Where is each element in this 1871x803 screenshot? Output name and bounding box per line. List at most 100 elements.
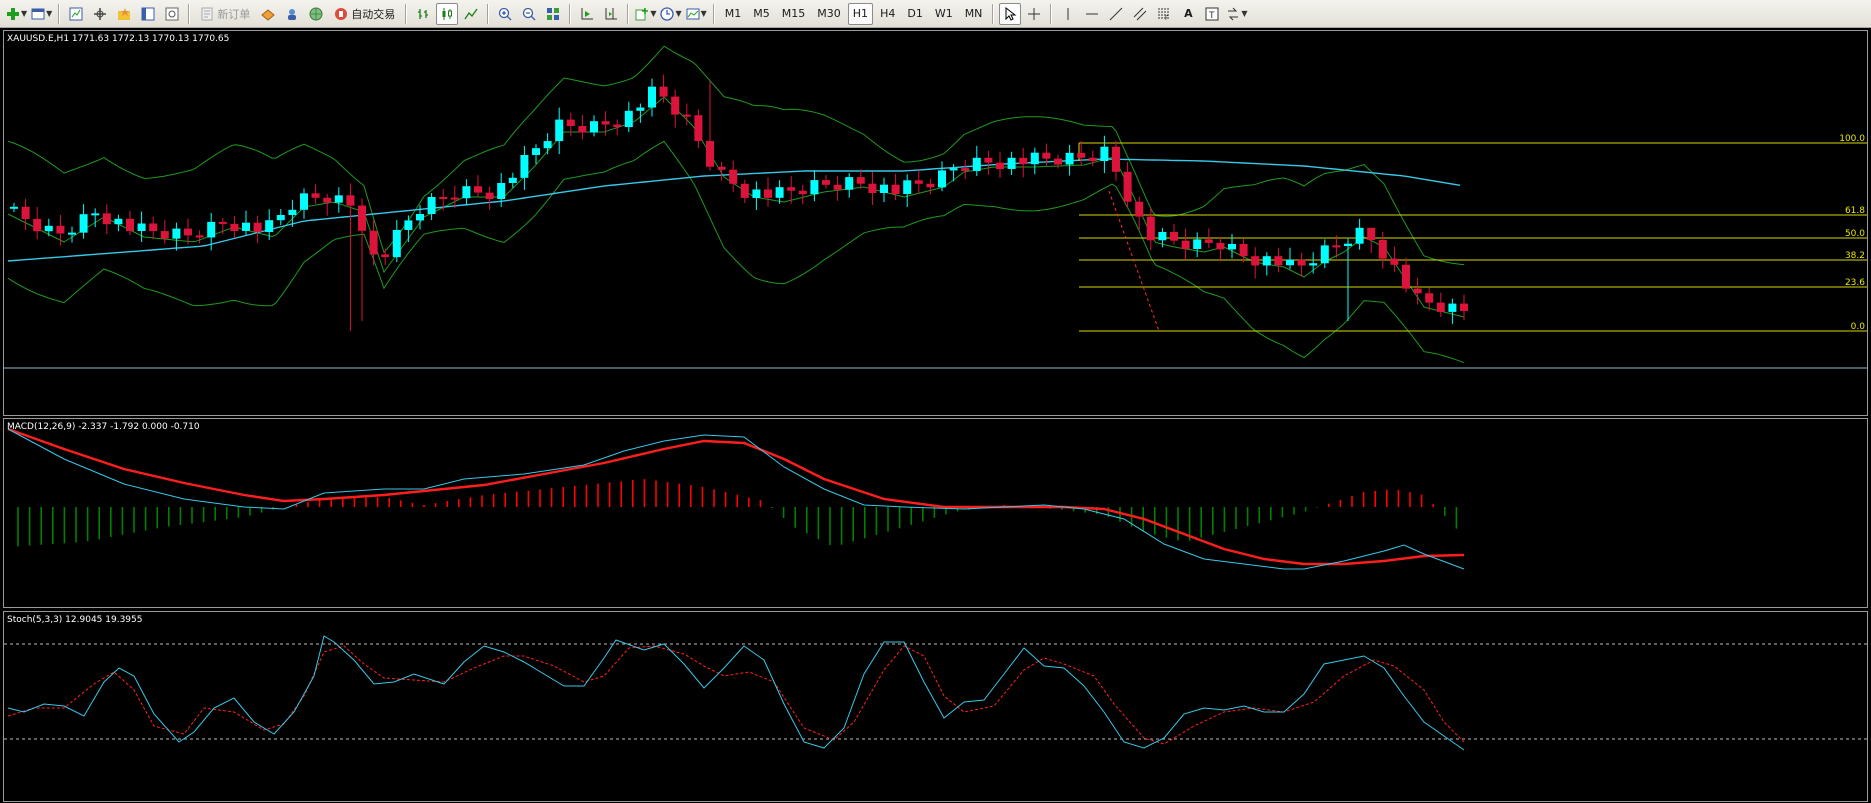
candle-body bbox=[126, 218, 134, 231]
candle-body bbox=[764, 189, 772, 198]
candle-body bbox=[984, 157, 993, 163]
separator bbox=[188, 3, 191, 24]
auto-scroll-button[interactable] bbox=[576, 3, 598, 25]
arrows-tool-button[interactable]: ▼ bbox=[1225, 3, 1248, 25]
candle-body bbox=[671, 96, 680, 115]
candle-body bbox=[566, 119, 575, 126]
macd-panel[interactable]: MACD(12,26,9) -2.337 -1.792 0.000 -0.710 bbox=[3, 418, 1868, 608]
stochastic-panel[interactable]: Stoch(5,3,3) 12.9045 19.3955 bbox=[3, 611, 1868, 802]
market-watch-button[interactable] bbox=[65, 3, 87, 25]
zoom-in-button[interactable] bbox=[494, 3, 516, 25]
web-button[interactable] bbox=[305, 3, 327, 25]
crosshair-tool-button[interactable] bbox=[1023, 3, 1045, 25]
svg-text:F: F bbox=[1165, 15, 1169, 21]
candle-body bbox=[740, 183, 749, 198]
templates-button[interactable]: ▼ bbox=[685, 3, 708, 25]
candle-body bbox=[1054, 158, 1062, 165]
line-chart-button[interactable] bbox=[460, 3, 482, 25]
candle-body bbox=[1007, 157, 1016, 169]
timeframe-m1[interactable]: M1 bbox=[720, 3, 747, 25]
bar-chart-button[interactable] bbox=[412, 3, 434, 25]
people-icon bbox=[288, 8, 297, 20]
candle-body bbox=[218, 221, 227, 224]
timeframe-mn[interactable]: MN bbox=[960, 3, 988, 25]
text-tool-button[interactable]: A bbox=[1177, 3, 1199, 25]
candle-body bbox=[1413, 288, 1422, 294]
star-folder-icon bbox=[118, 7, 131, 20]
profiles-button[interactable]: ▼ bbox=[30, 3, 53, 25]
macd-label: MACD(12,26,9) -2.337 -1.792 0.000 -0.710 bbox=[7, 422, 200, 432]
timeframe-m15[interactable]: M15 bbox=[777, 3, 811, 25]
timeframe-label: M15 bbox=[781, 7, 806, 20]
candle-body bbox=[590, 121, 598, 133]
candle-body bbox=[636, 107, 645, 111]
stochastic-label: Stoch(5,3,3) 12.9045 19.3955 bbox=[7, 615, 143, 625]
separator bbox=[712, 3, 715, 24]
candle-body bbox=[1274, 256, 1283, 266]
bollinger-lower-band bbox=[7, 140, 1465, 364]
tile-windows-button[interactable] bbox=[542, 3, 564, 25]
zoom-out-icon bbox=[523, 7, 536, 20]
candle-body bbox=[91, 213, 100, 216]
cursor-tool-button[interactable] bbox=[999, 2, 1022, 25]
candle-body bbox=[10, 206, 18, 209]
candle-body bbox=[102, 213, 111, 225]
crosshair-icon bbox=[1028, 7, 1041, 20]
candle-body bbox=[1402, 264, 1410, 289]
price-chart-panel[interactable]: XAUUSD.E,H1 1771.63 1772.13 1770.13 1770… bbox=[3, 30, 1868, 416]
timeframe-h1[interactable]: H1 bbox=[847, 2, 874, 25]
candle-body bbox=[833, 184, 842, 190]
candle-body bbox=[1309, 263, 1318, 266]
timeframe-d1[interactable]: D1 bbox=[902, 3, 927, 25]
favorites-button[interactable] bbox=[113, 3, 135, 25]
candle-body bbox=[706, 141, 714, 167]
candle-body bbox=[1425, 293, 1434, 303]
text-label-tool-button[interactable]: T bbox=[1201, 3, 1223, 25]
timeframe-m5[interactable]: M5 bbox=[748, 3, 775, 25]
candle-body bbox=[1286, 259, 1294, 266]
timeframe-h4[interactable]: H4 bbox=[875, 3, 900, 25]
candle-body bbox=[1204, 239, 1213, 243]
candle-body bbox=[752, 189, 761, 198]
fibonacci-icon: F bbox=[1158, 8, 1171, 21]
terminal-button[interactable] bbox=[281, 3, 303, 25]
horizontal-line-tool-button[interactable] bbox=[1081, 3, 1103, 25]
data-window-button[interactable] bbox=[137, 3, 159, 25]
meta-editor-button[interactable] bbox=[257, 3, 279, 25]
periods-button[interactable]: ▼ bbox=[659, 3, 682, 25]
timeframe-m30[interactable]: M30 bbox=[812, 3, 846, 25]
fibonacci-tool-button[interactable]: F bbox=[1153, 3, 1175, 25]
candle-body bbox=[1216, 242, 1225, 250]
zoom-out-button[interactable] bbox=[518, 3, 540, 25]
candle-body bbox=[578, 126, 587, 133]
timeframe-w1[interactable]: W1 bbox=[930, 3, 958, 25]
candle-body bbox=[33, 219, 42, 232]
indicators-button[interactable]: ▼ bbox=[634, 3, 657, 25]
candle-body bbox=[1158, 232, 1167, 241]
candle-body bbox=[938, 170, 946, 188]
candle-body bbox=[195, 235, 204, 238]
candle-body bbox=[381, 254, 390, 258]
auto-trading-button[interactable]: 自动交易 bbox=[329, 3, 400, 25]
candle-body bbox=[392, 229, 401, 258]
candle-body bbox=[914, 180, 923, 184]
new-order-icon bbox=[201, 7, 213, 20]
candle-body bbox=[1344, 243, 1352, 246]
arrows-icon bbox=[1228, 7, 1239, 20]
candle-body bbox=[404, 220, 413, 230]
trendline-tool-button[interactable] bbox=[1105, 3, 1127, 25]
vertical-line-tool-button[interactable] bbox=[1057, 3, 1079, 25]
chart-shift-button[interactable] bbox=[600, 3, 622, 25]
strategy-tester-button[interactable] bbox=[161, 3, 183, 25]
new-order-button[interactable]: 新订单 bbox=[195, 3, 255, 25]
candle-body bbox=[926, 183, 935, 188]
equidistant-channel-tool-button[interactable] bbox=[1129, 3, 1151, 25]
candle-body bbox=[1065, 152, 1074, 165]
timeframe-label: H1 bbox=[852, 7, 869, 20]
navigator-button[interactable] bbox=[89, 3, 111, 25]
candle-body bbox=[822, 180, 830, 185]
candlestick-chart-button[interactable] bbox=[436, 2, 459, 25]
timeframe-label: MN bbox=[964, 7, 983, 20]
new-chart-button[interactable]: ▼ bbox=[5, 3, 28, 25]
price-chart-label: XAUUSD.E,H1 1771.63 1772.13 1770.13 1770… bbox=[7, 34, 230, 44]
